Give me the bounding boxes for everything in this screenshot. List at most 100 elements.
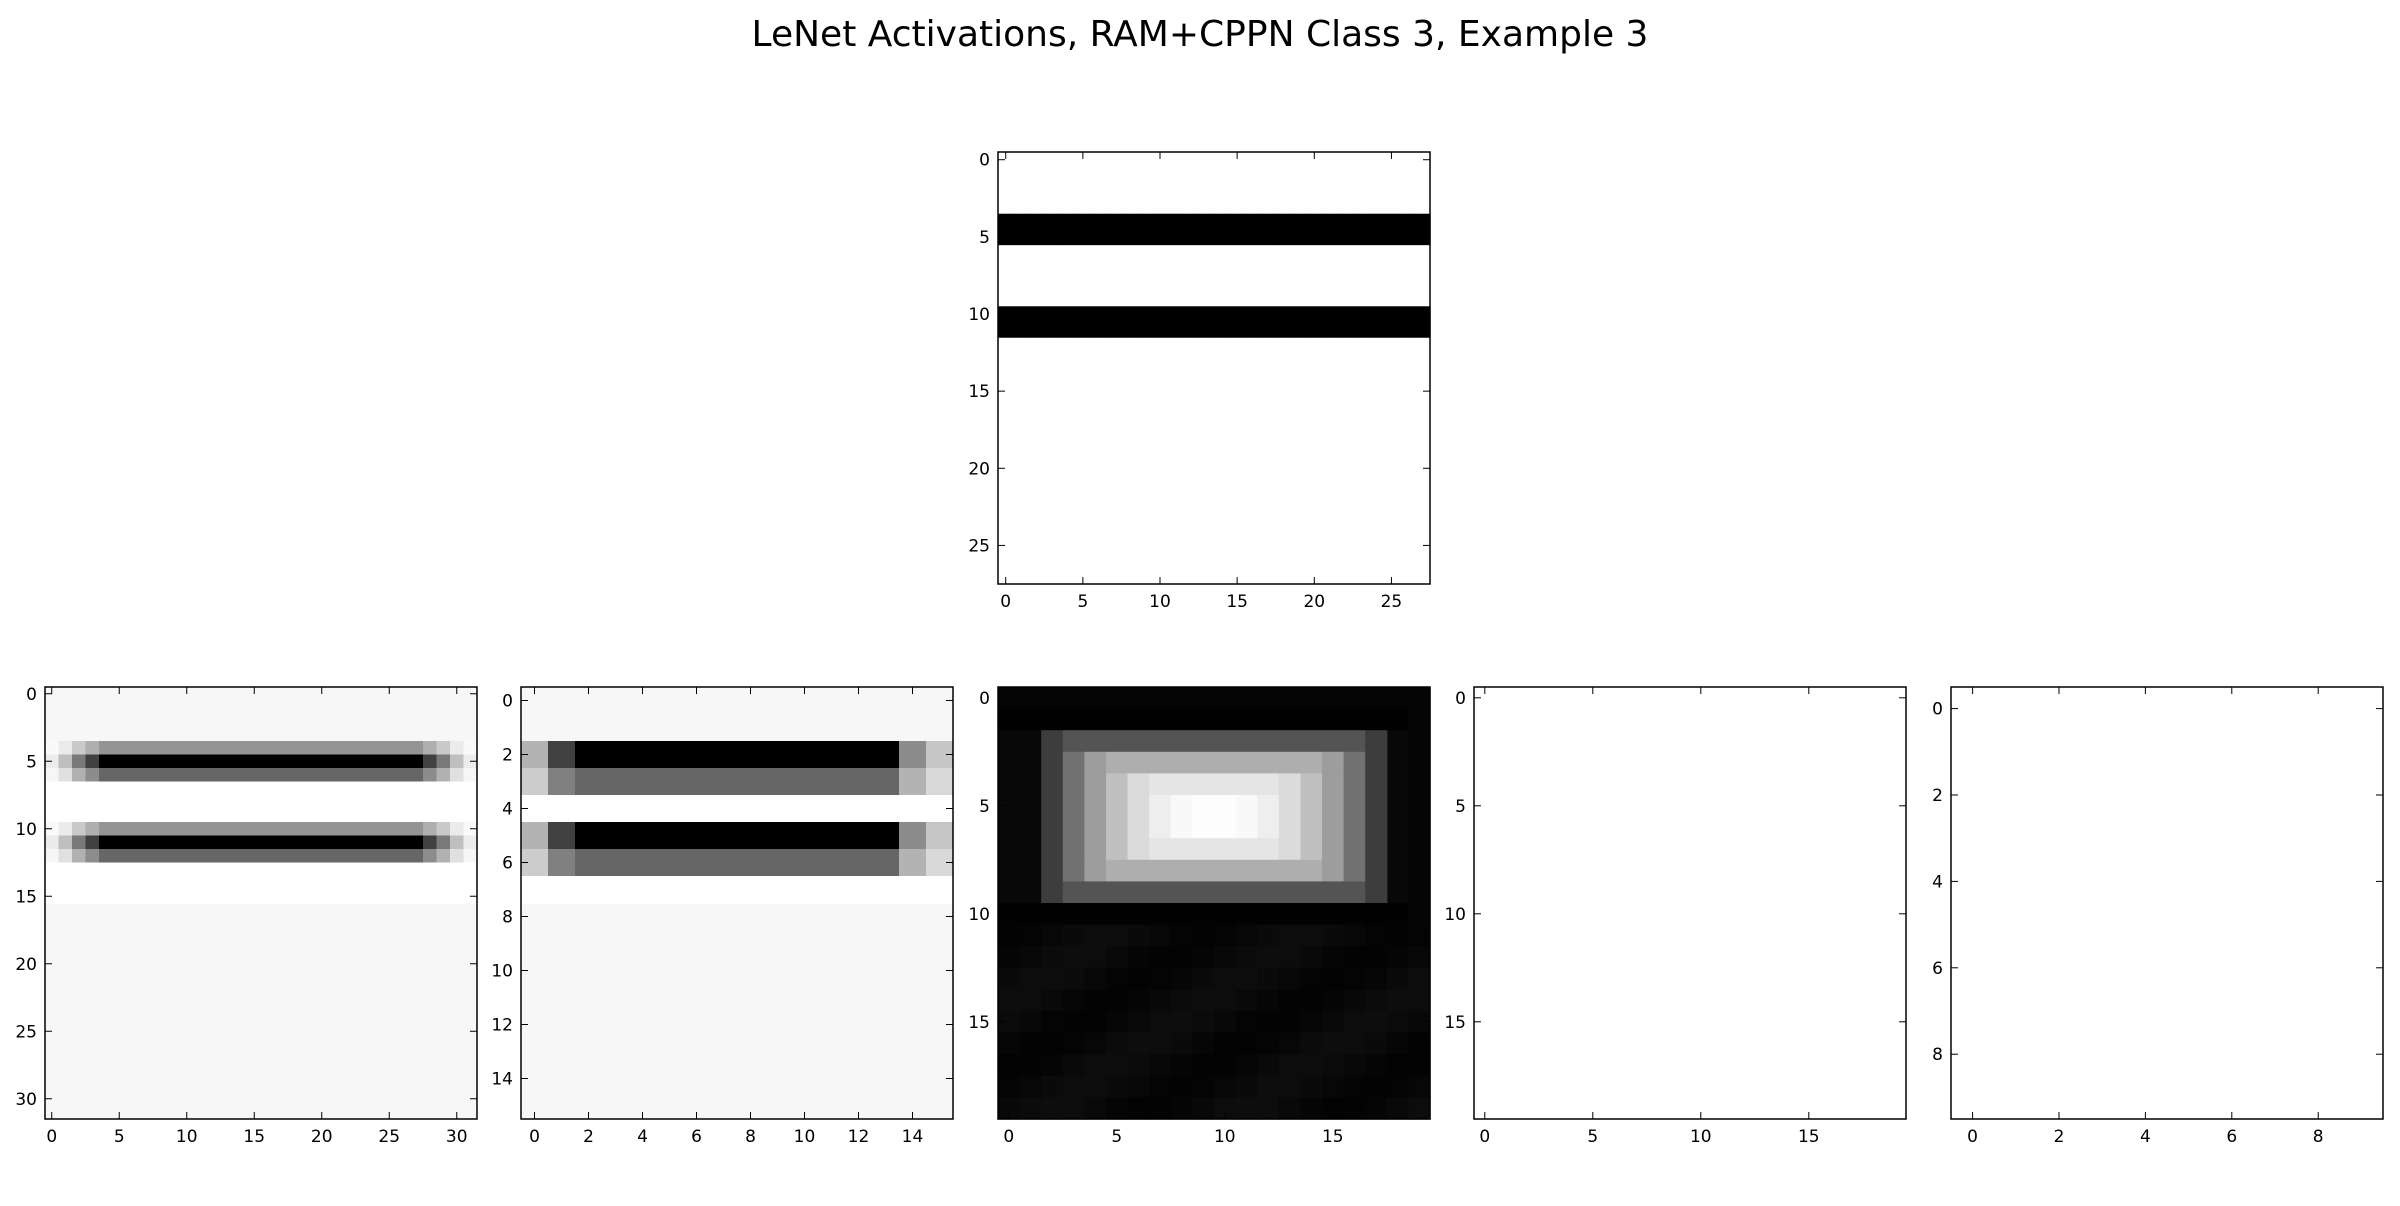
heatmap-cell — [1257, 967, 1280, 990]
heatmap-cell — [1386, 1054, 1409, 1077]
heatmap-cell — [423, 849, 438, 864]
heatmap-cell — [288, 808, 303, 823]
heatmap-cell — [1106, 1097, 1129, 1120]
heatmap-cell — [1084, 1075, 1107, 1098]
heatmap-cell — [1214, 967, 1237, 990]
x-tick-label: 10 — [794, 1127, 816, 1147]
heatmap-cell — [112, 768, 127, 783]
heatmap-cell — [1127, 730, 1150, 753]
heatmap-cell — [288, 889, 303, 904]
heatmap-cell — [1059, 229, 1076, 246]
heatmap-cell — [521, 768, 549, 796]
heatmap-cell — [99, 754, 114, 769]
heatmap-cell — [1306, 229, 1323, 246]
heatmap-cell — [1383, 229, 1400, 246]
heatmap-cell — [1127, 795, 1150, 818]
heatmap-cell — [369, 768, 384, 783]
heatmap-cell — [764, 822, 792, 850]
heatmap-cell — [1386, 989, 1409, 1012]
heatmap-cell — [629, 822, 657, 850]
heatmap-cell — [180, 754, 195, 769]
heatmap-cell — [1399, 213, 1416, 230]
heatmap-cell — [1343, 795, 1366, 818]
heatmap-cell — [1365, 1011, 1388, 1034]
heatmap-cell — [1257, 903, 1280, 926]
heatmap-cell — [1084, 1097, 1107, 1120]
heatmap-cell — [1365, 795, 1388, 818]
heatmap-cell — [126, 835, 141, 850]
heatmap-cell — [1149, 946, 1172, 969]
heatmap-cell — [791, 768, 819, 796]
heatmap-cell — [139, 876, 154, 891]
panel-pool2: 0 5 10 15 0 5 10 15 — [1444, 686, 1907, 1147]
heatmap-cell — [1127, 1054, 1150, 1077]
heatmap-cell — [1149, 924, 1172, 947]
heatmap-cell — [1300, 903, 1323, 926]
heatmap-cell — [220, 849, 235, 864]
heatmap-cell — [355, 808, 370, 823]
heatmap-cell — [1106, 859, 1129, 882]
heatmap-cell — [396, 781, 411, 796]
heatmap-cell — [1062, 838, 1085, 861]
heatmap-cell — [436, 808, 451, 823]
heatmap-cell — [1062, 751, 1085, 774]
x-tick-label: 15 — [1322, 1127, 1344, 1147]
heatmap-cell — [247, 741, 262, 756]
x-tick-label: 4 — [637, 1127, 648, 1147]
heatmap-cell — [1365, 1032, 1388, 1055]
heatmap-cell — [575, 795, 603, 823]
heatmap-cell — [301, 862, 316, 877]
heatmap-cell — [1257, 838, 1280, 861]
heatmap-cell — [193, 889, 208, 904]
heatmap-cell — [301, 781, 316, 796]
heatmap-cell — [436, 862, 451, 877]
heatmap-cell — [153, 741, 168, 756]
y-tick-label: 20 — [15, 955, 37, 975]
heatmap-cell — [1106, 229, 1123, 246]
heatmap-cell — [1106, 924, 1129, 947]
heatmap-cell — [1235, 687, 1258, 710]
heatmap-cell — [153, 822, 168, 837]
heatmap-cell — [1044, 213, 1061, 230]
y-tick-label: 15 — [15, 887, 37, 907]
heatmap-cell — [220, 876, 235, 891]
heatmap-cell — [1041, 773, 1064, 796]
heatmap-cell — [683, 849, 711, 877]
heatmap-cell — [1019, 1011, 1042, 1034]
heatmap-cell — [1041, 967, 1064, 990]
axes-frame — [44, 686, 478, 1120]
heatmap-cell — [58, 862, 73, 877]
heatmap-cell — [1365, 924, 1388, 947]
heatmap-cell — [85, 741, 100, 756]
heatmap-cell — [1386, 1032, 1409, 1055]
heatmap-cell — [1019, 1097, 1042, 1120]
heatmap-cell — [1257, 795, 1280, 818]
heatmap-cell — [1343, 773, 1366, 796]
heatmap-cell — [1084, 687, 1107, 710]
heatmap-cell — [683, 795, 711, 823]
heatmap-cell — [1365, 751, 1388, 774]
heatmap-cell — [180, 808, 195, 823]
heatmap-cell — [1257, 946, 1280, 969]
heatmap-cell — [764, 849, 792, 877]
heatmap-cell — [342, 741, 357, 756]
heatmap-cell — [1084, 838, 1107, 861]
heatmap-cell — [1322, 881, 1345, 904]
heatmap-cell — [899, 849, 927, 877]
heatmap-cell — [710, 741, 738, 769]
heatmap-cell — [1090, 321, 1107, 338]
heatmap-cell — [998, 903, 1021, 926]
heatmap-cell — [99, 795, 114, 810]
heatmap-cell — [1084, 924, 1107, 947]
heatmap-cell — [1013, 229, 1030, 246]
heatmap-cell — [1192, 1075, 1215, 1098]
panel-conv2: 0 5 10 15 0 5 10 15 — [968, 686, 1431, 1147]
heatmap-cell — [72, 862, 87, 877]
heatmap-cell — [1214, 321, 1231, 338]
heatmap-cell — [656, 795, 684, 823]
heatmap-cell — [1365, 1097, 1388, 1120]
heatmap-cell — [153, 889, 168, 904]
heatmap-cell — [328, 768, 343, 783]
heatmap-cell — [382, 822, 397, 837]
heatmap-cell — [153, 849, 168, 864]
